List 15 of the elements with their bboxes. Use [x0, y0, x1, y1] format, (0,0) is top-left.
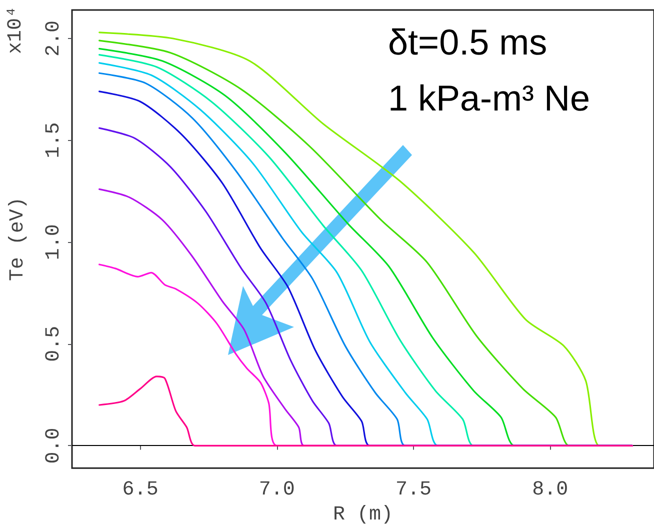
annotation: δt=0.5 ms — [388, 22, 548, 62]
x-tick-label: 7.0 — [258, 478, 295, 502]
y-axis-title: Te (eV) — [6, 197, 30, 282]
y-tick-label: 2.0 — [42, 20, 66, 57]
y-tick-label: 0.0 — [42, 428, 66, 464]
y-tick-label: 1.5 — [42, 122, 66, 158]
x-axis-title: R (m) — [332, 504, 394, 526]
x-tick-label: 7.5 — [396, 478, 432, 502]
line-series — [98, 376, 633, 447]
x-tick-label: 6.5 — [122, 478, 158, 502]
text: x10⁴ — [4, 6, 28, 54]
annotation: 1 kPa-m³ Ne — [388, 78, 590, 118]
y-tick-label: 1.0 — [42, 224, 66, 260]
y-tick-label: 0.5 — [42, 326, 66, 362]
x-tick-label: 8.0 — [532, 478, 568, 502]
